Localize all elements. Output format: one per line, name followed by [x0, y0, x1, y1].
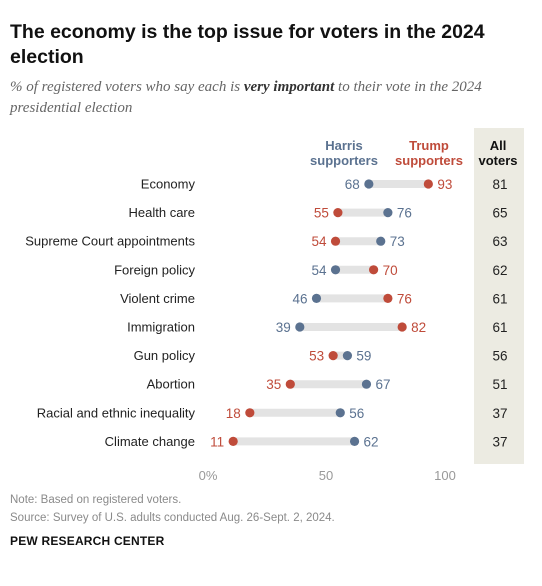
category-label: Abortion	[147, 377, 195, 392]
category-label: Health care	[129, 205, 195, 220]
category-label: Violent crime	[120, 291, 195, 306]
subtitle-suffix: to their vote in the 2024 presidential e…	[10, 79, 482, 116]
all-voters-value: 63	[492, 234, 507, 249]
category-label: Gun policy	[134, 348, 196, 363]
trump-dot	[423, 179, 433, 189]
harris-value-label: 54	[311, 263, 327, 278]
harris-dot	[295, 322, 305, 332]
chart-subtitle: % of registered voters who say each is v…	[10, 77, 530, 119]
harris-value-label: 67	[375, 377, 390, 392]
harris-dot	[342, 351, 353, 361]
all-voters-value: 65	[492, 206, 507, 221]
all-voters-value: 37	[492, 434, 507, 449]
legend-trump-line1: Trump	[409, 138, 449, 153]
trump-dot	[328, 351, 338, 361]
harris-value-label: 73	[390, 234, 405, 249]
all-voters-value: 51	[492, 377, 507, 392]
category-label: Economy	[141, 177, 196, 192]
harris-value-label: 68	[345, 177, 360, 192]
trump-dot	[397, 322, 407, 332]
harris-dot	[335, 408, 345, 418]
trump-dot	[285, 379, 295, 389]
all-voters-value: 81	[492, 177, 507, 192]
legend-harris-line2: supporters	[310, 153, 378, 168]
category-label: Racial and ethnic inequality	[37, 405, 196, 420]
all-voters-value: 37	[492, 406, 507, 421]
x-tick-label: 50	[319, 468, 333, 483]
harris-dot	[311, 293, 322, 303]
category-label: Foreign policy	[114, 262, 195, 277]
legend-all-voters-line2: voters	[478, 153, 517, 168]
publisher-footer: PEW RESEARCH CENTER	[10, 534, 165, 548]
legend-trump-line2: supporters	[395, 153, 463, 168]
category-label: Immigration	[127, 320, 195, 335]
trump-dot	[245, 408, 255, 418]
trump-value-label: 18	[226, 406, 241, 421]
harris-value-label: 46	[292, 291, 307, 306]
trump-value-label: 55	[314, 206, 329, 221]
harris-value-label: 56	[349, 406, 364, 421]
harris-value-label: 59	[356, 349, 371, 364]
trump-value-label: 82	[411, 320, 426, 335]
harris-dot	[383, 208, 393, 218]
chart-title: The economy is the top issue for voters …	[10, 21, 485, 68]
chart-source: Source: Survey of U.S. adults conducted …	[10, 512, 335, 524]
harris-value-label: 39	[276, 320, 291, 335]
trump-dot	[228, 436, 238, 446]
x-tick-label: 0%	[199, 468, 218, 483]
chart-note: Note: Based on registered voters.	[10, 494, 182, 506]
trump-dot	[383, 293, 393, 303]
all-voters-value: 56	[492, 349, 507, 364]
trump-value-label: 11	[210, 434, 224, 449]
harris-dot	[376, 236, 386, 246]
harris-dot	[330, 265, 341, 275]
category-label: Supreme Court appointments	[25, 234, 195, 249]
trump-value-label: 93	[437, 177, 452, 192]
all-voters-value: 61	[492, 320, 507, 335]
subtitle-prefix: % of registered voters who say each is	[10, 79, 244, 95]
all-voters-column-bg	[474, 128, 524, 464]
subtitle-emphasis: very important	[243, 79, 335, 95]
harris-value-label: 62	[364, 434, 379, 449]
trump-value-label: 54	[311, 234, 327, 249]
harris-dot	[361, 379, 372, 389]
legend-harris-line1: Harris	[325, 138, 363, 153]
harris-value-label: 76	[397, 206, 412, 221]
trump-dot	[369, 265, 379, 275]
trump-dot	[330, 236, 341, 246]
trump-dot	[333, 208, 343, 218]
x-tick-label: 100	[434, 468, 456, 483]
category-label: Climate change	[105, 434, 195, 449]
all-voters-value: 62	[492, 263, 507, 278]
harris-dot	[364, 179, 374, 189]
trump-value-label: 70	[383, 263, 398, 278]
harris-dot	[349, 436, 360, 446]
legend-all-voters-line1: All	[490, 138, 507, 153]
all-voters-value: 61	[492, 291, 507, 306]
trump-value-label: 76	[397, 291, 412, 306]
trump-value-label: 53	[309, 349, 324, 364]
trump-value-label: 35	[266, 377, 281, 392]
